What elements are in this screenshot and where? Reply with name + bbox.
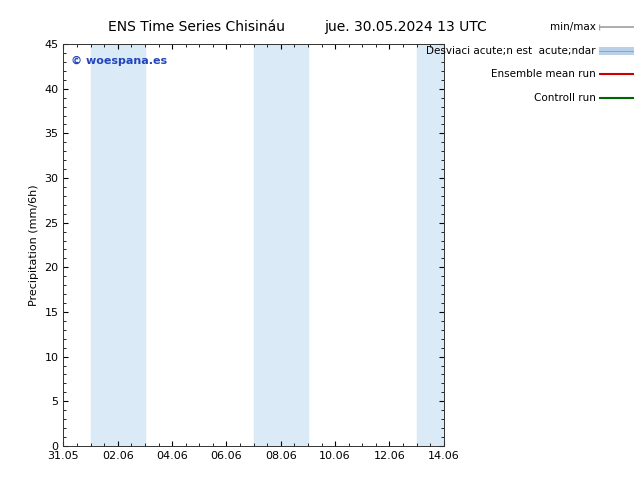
Text: ENS Time Series Chisináu: ENS Time Series Chisináu [108, 20, 285, 34]
Text: min/max: min/max [550, 22, 596, 32]
Text: jue. 30.05.2024 13 UTC: jue. 30.05.2024 13 UTC [325, 20, 487, 34]
Text: Desviaci acute;n est  acute;ndar: Desviaci acute;n est acute;ndar [427, 46, 596, 55]
Bar [254, 44, 308, 446]
Text: Ensemble mean run: Ensemble mean run [491, 69, 596, 79]
Text: © woespana.es: © woespana.es [71, 56, 167, 66]
Y-axis label: Precipitation (mm/6h): Precipitation (mm/6h) [29, 184, 39, 306]
Bar [417, 44, 444, 446]
Text: Controll run: Controll run [534, 93, 596, 102]
Bar [91, 44, 145, 446]
